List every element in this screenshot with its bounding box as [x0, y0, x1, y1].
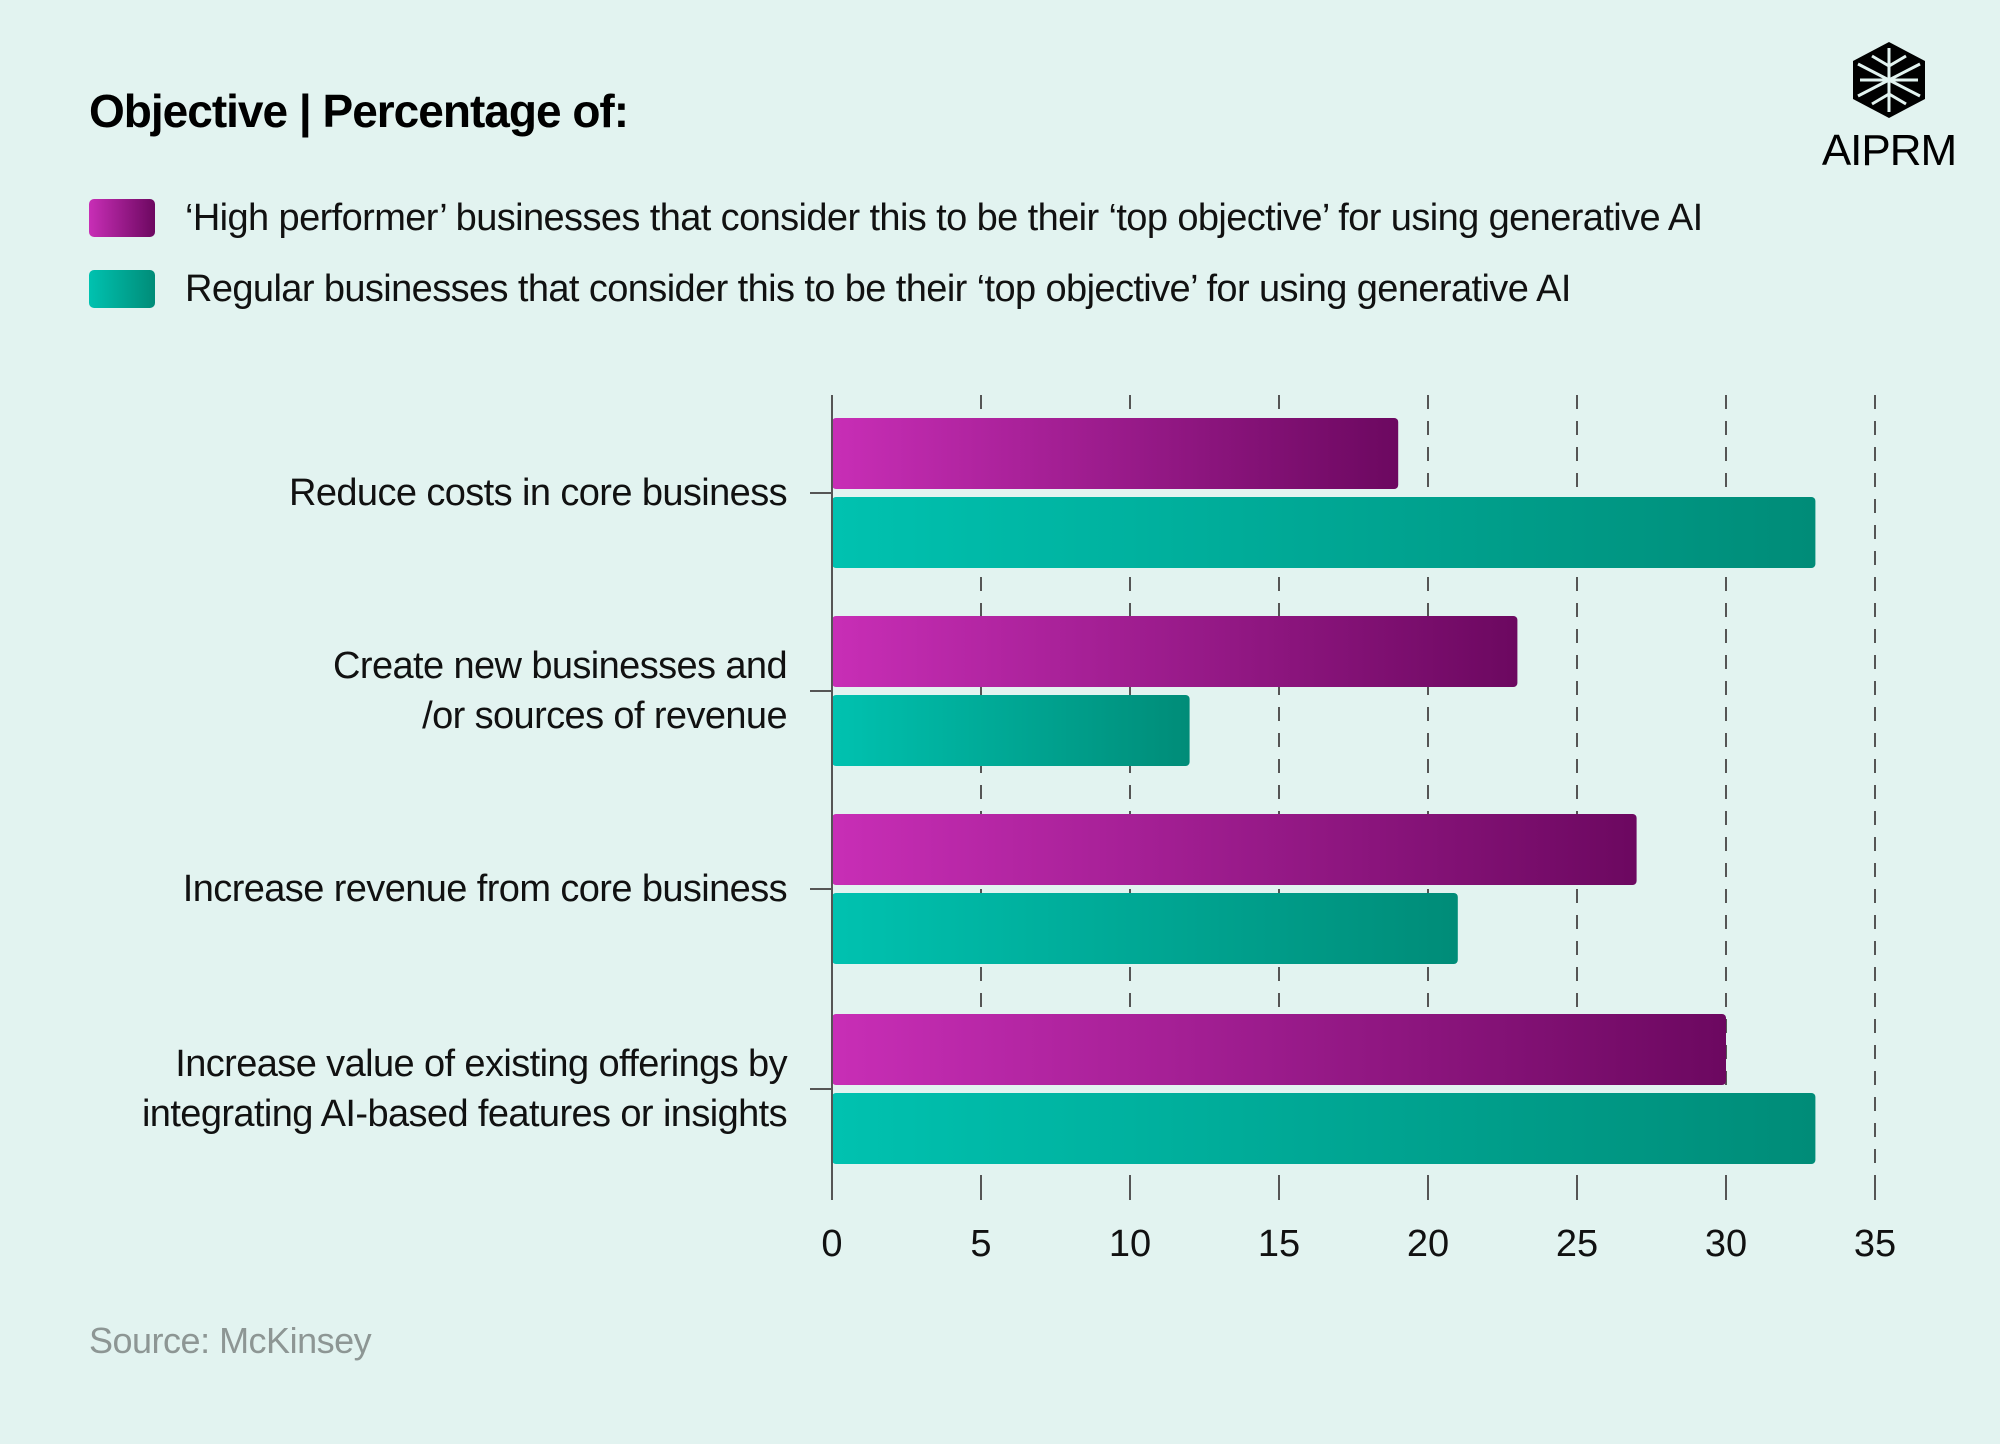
- source-note: Source: McKinsey: [89, 1320, 372, 1361]
- category-label-line: integrating AI-based features or insight…: [141, 1093, 788, 1135]
- axes: [810, 395, 1876, 1200]
- legend-item-regular: Regular businesses that consider this to…: [89, 267, 1703, 310]
- chart-title: Objective | Percentage of:: [89, 85, 629, 137]
- x-tick-label: 25: [1556, 1223, 1598, 1265]
- x-tick-label: 5: [970, 1223, 991, 1265]
- tick-labels: 0 5 10 15 20 25 30 35: [821, 1223, 1896, 1265]
- bar-high-performer: [832, 1014, 1726, 1085]
- bar-regular: [832, 695, 1190, 766]
- bars: [832, 418, 1816, 1164]
- category-label-line: Increase revenue from core business: [182, 868, 788, 910]
- x-tick-label: 10: [1109, 1223, 1151, 1265]
- bar-high-performer: [832, 814, 1637, 885]
- bar-high-performer: [832, 616, 1518, 687]
- x-tick-label: 20: [1407, 1223, 1449, 1265]
- category-label-line: Create new businesses and: [333, 645, 788, 687]
- legend-item-high-performer: ‘High performer’ businesses that conside…: [89, 196, 1703, 239]
- x-tick-label: 30: [1705, 1223, 1747, 1265]
- legend-swatch-high-performer: [89, 199, 155, 237]
- category-label: Reduce costs in core business: [289, 468, 788, 518]
- bar-regular: [832, 1093, 1816, 1164]
- bar-regular: [832, 497, 1816, 568]
- bar-high-performer: [832, 418, 1399, 489]
- category-label: Increase revenue from core business: [182, 864, 788, 914]
- category-label-line: Increase value of existing offerings by: [175, 1043, 787, 1085]
- legend-label-regular: Regular businesses that consider this to…: [185, 267, 1571, 310]
- legend-swatch-regular: [89, 270, 155, 308]
- legend: ‘High performer’ businesses that conside…: [89, 196, 1703, 340]
- logo-text: AIPRM: [1821, 126, 1957, 175]
- x-tick-label: 15: [1258, 1223, 1300, 1265]
- legend-label-high-performer: ‘High performer’ businesses that conside…: [185, 196, 1703, 239]
- category-label-line: /or sources of revenue: [422, 695, 787, 737]
- logo: AIPRM: [1818, 42, 1960, 176]
- x-tick-label: 35: [1854, 1223, 1896, 1265]
- category-label: Increase value of existing offerings by i…: [141, 1039, 788, 1139]
- category-label-line: Reduce costs in core business: [289, 472, 788, 514]
- bar-regular: [832, 893, 1458, 964]
- aiprm-logo-icon: [1853, 42, 1925, 118]
- category-label: Create new businesses and/or sources of …: [333, 641, 788, 741]
- x-tick-label: 0: [821, 1223, 842, 1265]
